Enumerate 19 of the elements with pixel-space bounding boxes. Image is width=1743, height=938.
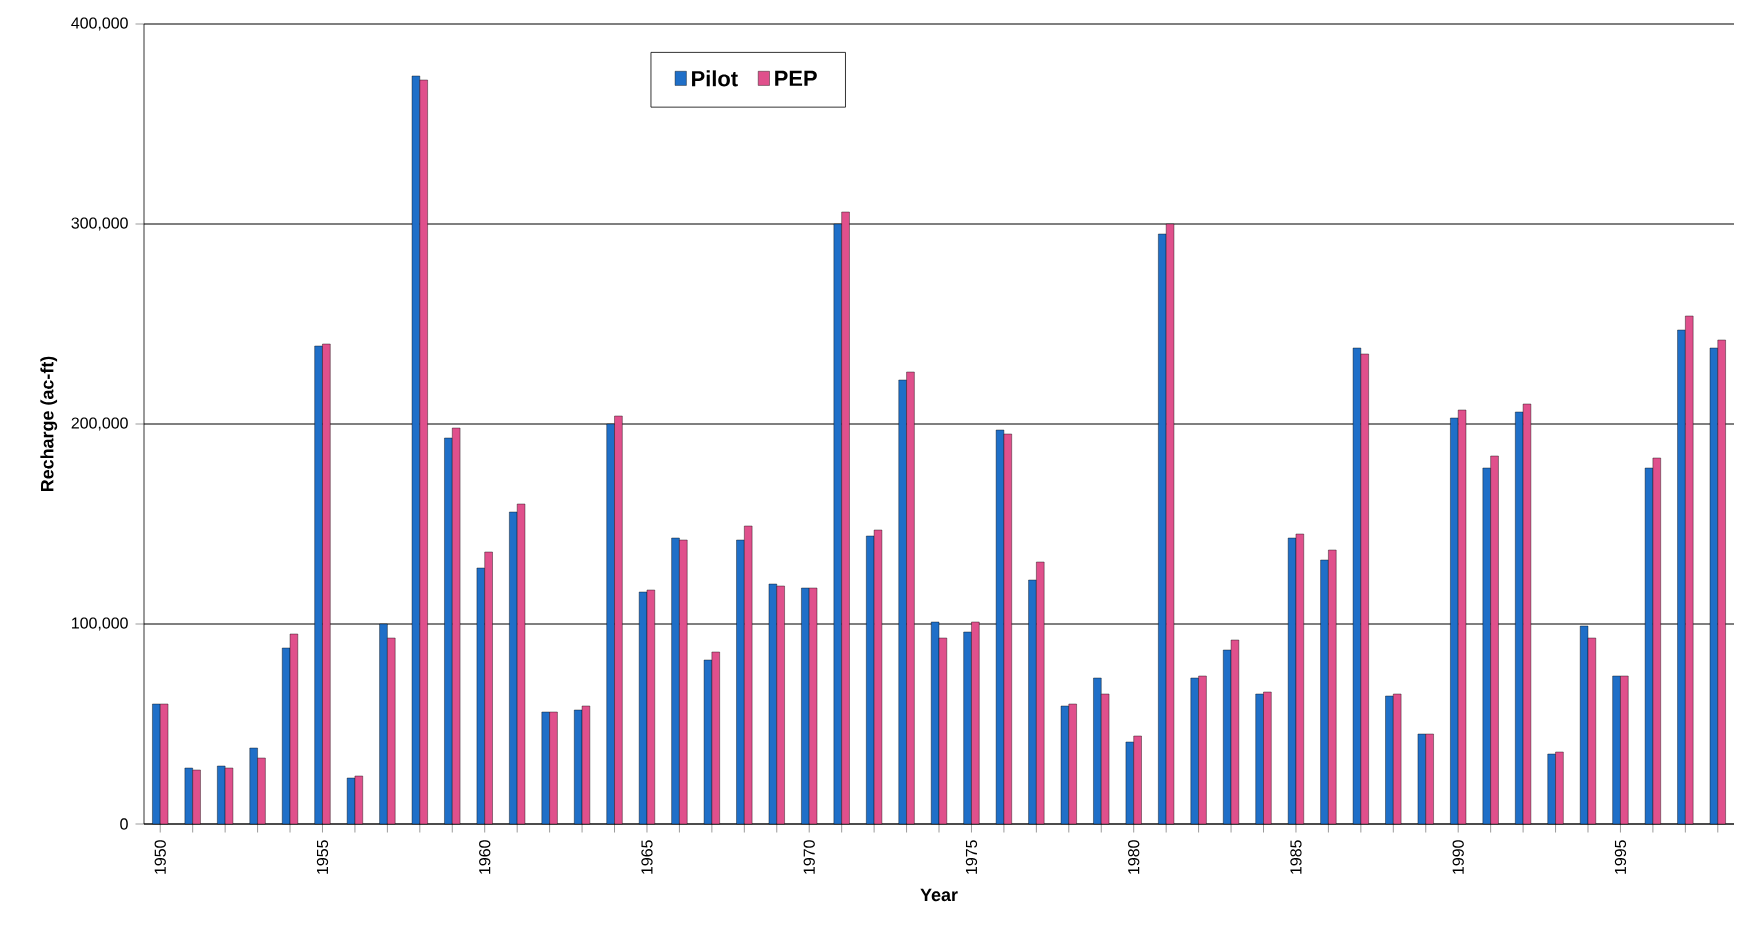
- y-tick-label: 200,000: [71, 417, 128, 431]
- x-tick-label: 1980: [1128, 840, 1140, 874]
- x-tick-label: 1990: [1452, 840, 1464, 874]
- legend-label: Pilot: [692, 70, 738, 87]
- x-tick-label: 1965: [641, 840, 653, 874]
- x-tick-label: 1970: [803, 840, 815, 874]
- legend-label: PEP: [775, 70, 817, 86]
- x-tick-label: 1950: [154, 840, 166, 874]
- x-tick-label: 1960: [479, 840, 491, 874]
- x-tick-label: 1955: [316, 840, 329, 874]
- y-tick-label: 100,000: [72, 617, 128, 631]
- x-tick-label: 1985: [1290, 840, 1302, 874]
- y-tick-label: 0: [120, 818, 128, 830]
- x-tick-label: 1995: [1614, 840, 1627, 874]
- x-tick-label: 1975: [965, 840, 978, 874]
- y-tick-label: 300,000: [71, 217, 128, 231]
- y-tick-label: 400,000: [71, 17, 128, 31]
- y-axis-title: Recharge (ac-ft): [40, 356, 58, 492]
- x-axis-title: Year: [920, 888, 958, 902]
